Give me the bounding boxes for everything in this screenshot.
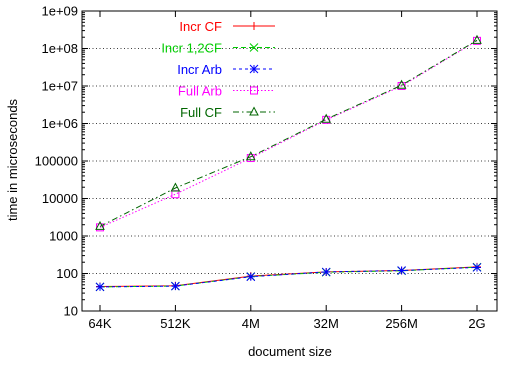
marker-star <box>95 282 105 292</box>
x-axis-title: document size <box>248 344 332 359</box>
series-incr-cf <box>96 262 481 291</box>
y-tick-label: 100000 <box>35 154 78 169</box>
marker-square <box>250 86 258 95</box>
x-tick-label: 2G <box>468 316 485 331</box>
marker-cross <box>249 43 259 52</box>
marker-star <box>397 266 406 275</box>
marker-square <box>322 115 331 124</box>
marker-star <box>321 267 331 277</box>
marker-triangle <box>472 34 482 44</box>
marker-triangle <box>321 113 332 123</box>
x-tick-label: 64K <box>88 316 111 331</box>
series-line <box>99 39 478 227</box>
y-tick-label: 10000 <box>42 191 78 206</box>
y-tick-label: 1e+08 <box>41 41 78 56</box>
marker-square <box>96 223 104 232</box>
legend-label: Incr CF <box>179 19 222 34</box>
legend-label: Full Arb <box>178 84 222 99</box>
y-tick-label: 1e+07 <box>41 79 78 94</box>
x-tick-label: 32M <box>314 316 339 331</box>
marker-square <box>397 82 406 90</box>
marker-star <box>249 64 259 74</box>
marker-star <box>246 272 256 282</box>
marker-star <box>171 281 180 291</box>
x-tick-label: 512K <box>160 316 191 331</box>
x-tick-label: 256M <box>385 316 418 331</box>
axis-ticks <box>82 10 497 312</box>
series-full-cf <box>95 34 482 230</box>
y-tick-label: 10 <box>64 304 78 319</box>
marker-square <box>171 190 180 199</box>
grid-lines <box>82 48 497 274</box>
series-line <box>99 40 478 228</box>
series-incr-1-2cf <box>95 262 482 292</box>
series-line <box>99 266 478 288</box>
y-tick-label: 100 <box>56 266 78 281</box>
marker-triangle <box>249 106 259 116</box>
series-incr-arb <box>95 263 482 292</box>
marker-triangle <box>245 151 256 161</box>
series-line <box>99 266 478 288</box>
legend-label: Incr Arb <box>177 62 222 77</box>
x-tick-label: 4M <box>242 316 260 331</box>
y-tick-label: 1e+06 <box>41 116 78 131</box>
y-tick-label: 1000 <box>49 229 78 244</box>
y-axis-title: time in microseconds <box>5 98 20 221</box>
series-layer <box>95 34 482 292</box>
marker-plus <box>250 22 258 30</box>
legend-label: Incr 1,2CF <box>161 41 222 56</box>
marker-triangle <box>95 220 105 230</box>
marker-triangle <box>170 182 181 192</box>
legend: Incr CF Incr 1,2CF Incr Arb Full Arb Full CF <box>161 19 275 120</box>
y-tick-label: 1e+09 <box>41 4 78 19</box>
marker-square <box>473 36 481 45</box>
tick-labels: 10 100 1000 10000 100000 1e+06 1e+07 1e+08 1e+09… <box>35 4 486 332</box>
series-full-arb <box>96 36 481 232</box>
marker-star <box>472 263 482 272</box>
marker-triangle <box>396 79 407 89</box>
legend-label: Full CF <box>180 105 222 120</box>
